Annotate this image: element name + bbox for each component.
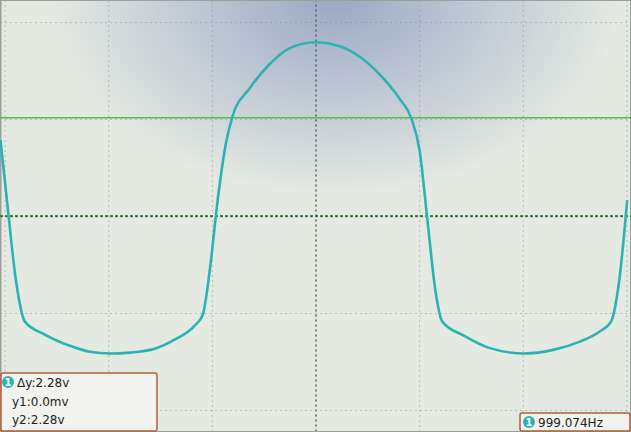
delta-readout: Δy:2.28v (17, 376, 69, 390)
tick (1, 313, 631, 314)
oscilloscope-screen: 1 Δy:2.28v y1:0.0mv y2:2.28v 1 999.074Hz (0, 0, 631, 432)
glare (0, 0, 631, 432)
grid-line (108, 1, 109, 432)
cursors (0, 118, 631, 216)
center-grid-line (1, 216, 631, 218)
tick (1, 119, 631, 120)
plot-frame (1, 1, 631, 432)
background (0, 0, 631, 432)
readout-box (1, 373, 157, 431)
cursor-readout-text: y2:2.28v (12, 413, 65, 427)
trace-group (1, 42, 628, 353)
cursor-line (0, 215, 631, 217)
grid-line (1, 22, 631, 23)
tick (1, 216, 631, 217)
channel-label: 1 (526, 417, 533, 428)
tick (108, 1, 109, 432)
frequency-text: 999.074Hz (538, 416, 603, 430)
channel-badge (523, 416, 535, 428)
channel-badge (2, 376, 14, 388)
grid-line (419, 1, 420, 432)
cursor-readout-text: y1:0.0mv (12, 395, 69, 409)
frequency-readout: 1 999.074Hz (520, 413, 630, 431)
grid-line (1, 313, 631, 314)
tick (419, 1, 420, 432)
frequency-box (520, 413, 630, 431)
cursor-line (0, 117, 631, 118)
y-axis (1, 1, 631, 432)
trace (1, 42, 628, 353)
tick (1, 22, 631, 23)
channel-label: 1 (5, 377, 12, 388)
cursor-readout: 1 Δy:2.28v y1:0.0mv y2:2.28v (1, 373, 157, 431)
grid-line (1, 119, 631, 120)
x-axis (1, 1, 631, 432)
